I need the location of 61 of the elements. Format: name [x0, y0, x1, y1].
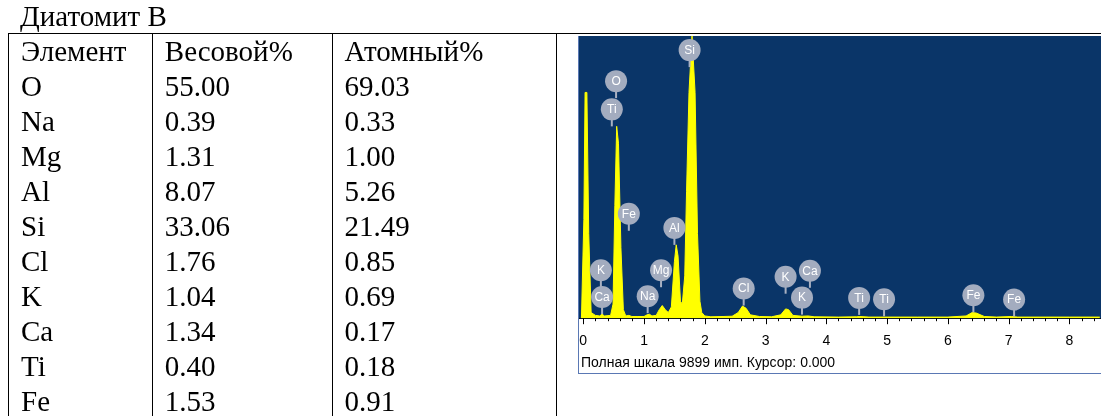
text: 0.69 [344, 280, 396, 312]
x-tick-label: 6 [943, 332, 952, 349]
annotation: Na [640, 289, 656, 303]
x-tick-label: 1 [640, 332, 649, 349]
category-label: Fe [21, 385, 50, 416]
text: 0.85 [344, 245, 396, 277]
x-tick-label: 2 [700, 332, 709, 349]
annotation: Ti [607, 102, 617, 117]
text: 1.53 [164, 385, 216, 416]
text: 0.33 [344, 105, 396, 137]
category-label: Cl [21, 245, 49, 277]
annotation: K [781, 269, 790, 284]
annotation: Ti [879, 292, 889, 307]
annotation: Fe [621, 206, 637, 221]
x-tick-label: 4 [822, 332, 831, 349]
annotation: O [611, 73, 621, 88]
text: 33.06 [164, 210, 231, 242]
annotation: K [798, 290, 807, 305]
text: 1.31 [164, 140, 216, 172]
category-label: K [21, 280, 42, 312]
category-label: Na [21, 105, 55, 137]
text: Диатомит В [20, 0, 167, 32]
category-label: O [21, 70, 42, 102]
text: 1.34 [164, 315, 216, 347]
text: 1.04 [164, 280, 216, 312]
category-label: Ti [21, 350, 46, 382]
x-tick-label: 0 [579, 332, 588, 349]
text: 0.39 [164, 105, 216, 137]
annotation: Al [669, 220, 680, 235]
x-tick-label: 8 [1065, 332, 1074, 349]
text: 55.00 [164, 70, 231, 102]
category-label: Al [21, 175, 50, 207]
category-label: Атомный% [332, 33, 557, 69]
text: 1.76 [164, 245, 216, 277]
text: 0.40 [164, 350, 216, 382]
text: 5.26 [344, 175, 396, 207]
annotation: K [596, 263, 605, 278]
text: 0.91 [344, 385, 396, 416]
category-label: Ca [21, 315, 54, 347]
text: 0.18 [344, 350, 396, 382]
annotation: Ca [802, 263, 818, 278]
category-label: Весовой% [152, 33, 333, 69]
text: 69.03 [344, 70, 410, 102]
x-tick-label: 3 [761, 332, 770, 349]
annotation: Ca [594, 289, 611, 304]
annotation: Cl [738, 281, 750, 296]
category-label: Si [21, 210, 46, 242]
text: 8.07 [164, 175, 216, 207]
annotation: Si [684, 42, 695, 57]
text: Элемент [8, 33, 153, 69]
annotation: Fe [1007, 292, 1022, 307]
annotation: Mg [652, 263, 670, 278]
x-tick-label: 5 [883, 332, 892, 349]
category-label: Mg [21, 140, 62, 172]
text: 0.17 [344, 315, 396, 347]
annotation: Fe [966, 288, 981, 303]
text: Полная шкала 9899 имп. Курсор: 0.000 [581, 354, 836, 370]
x-tick-label: 7 [1004, 332, 1013, 349]
text: 21.49 [344, 210, 410, 242]
annotation: Ti [854, 290, 864, 305]
text: 1.00 [344, 140, 396, 172]
